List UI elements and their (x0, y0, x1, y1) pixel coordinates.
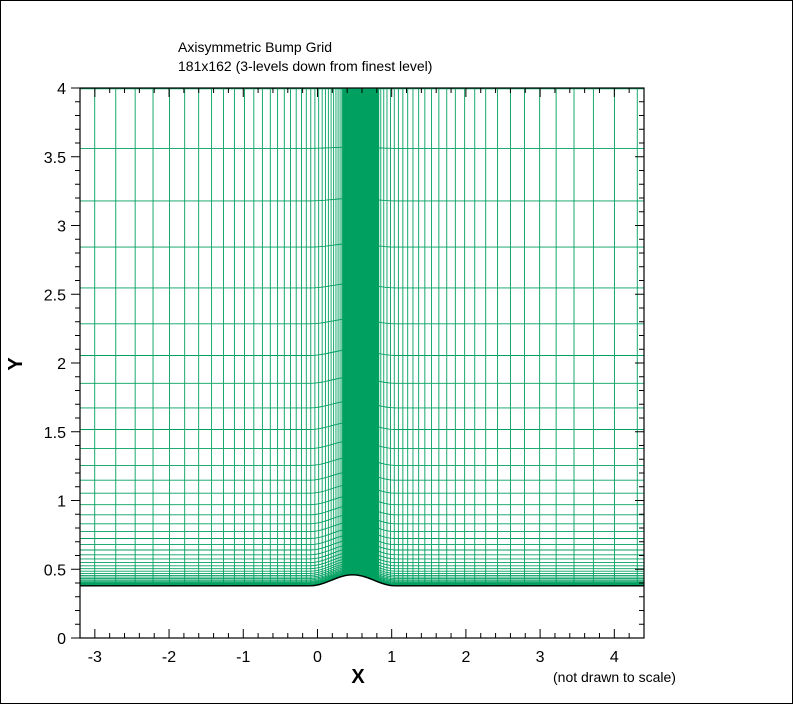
grid-line-horizontal (80, 562, 644, 574)
x-tick-label: 0 (313, 649, 322, 666)
y-tick-label: 1.5 (44, 425, 66, 442)
grid-line-horizontal (80, 551, 644, 564)
grid-line-horizontal (80, 349, 644, 356)
grid-line-horizontal (80, 471, 644, 481)
grid-line-horizontal (80, 146, 644, 149)
grid-line-horizontal (80, 573, 644, 586)
x-tick-label: 4 (610, 649, 619, 666)
grid-line-horizontal (80, 543, 644, 556)
grid-line-horizontal (80, 318, 644, 325)
x-tick-label: -3 (88, 649, 102, 666)
grid-line-horizontal (80, 569, 644, 582)
bump-wall (80, 574, 644, 587)
x-tick-label: 2 (461, 649, 470, 666)
scale-note: (not drawn to scale) (553, 669, 676, 685)
grid-line-horizontal (80, 376, 644, 384)
grid-line-horizontal (80, 557, 644, 570)
grid-line-horizontal (80, 568, 644, 581)
grid-line-horizontal (80, 570, 644, 583)
y-tick-label: 1 (57, 494, 66, 511)
grid-line-horizontal (80, 421, 644, 430)
grid-line-horizontal (80, 513, 644, 525)
grid-line-horizontal (80, 572, 644, 585)
grid-lines-layer (80, 88, 644, 587)
grid-line-horizontal (80, 567, 644, 580)
grid-line-horizontal (80, 483, 644, 494)
grid-line-horizontal (80, 554, 644, 567)
grid-line-horizontal (80, 283, 644, 289)
y-tick-label: 0 (57, 631, 66, 648)
y-tick-label: 2 (57, 356, 66, 373)
y-tick-label: 4 (57, 81, 66, 98)
grid-line-horizontal (80, 571, 644, 584)
ticks-layer: -3 -2 -1 0 1 2 3 4 0 0.5 1 1.5 2 2.5 3 3.5 4 (44, 81, 645, 666)
y-tick-label: 3 (57, 219, 66, 236)
y-tick-label: 3.5 (44, 150, 66, 167)
chart-subtitle: 181x162 (3-levels down from finest level… (178, 58, 433, 74)
grid-line-horizontal (80, 197, 644, 202)
grid-line-horizontal (80, 534, 644, 546)
grid-line-horizontal (80, 495, 644, 506)
grid-line-horizontal (80, 548, 644, 560)
chart-title: Axisymmetric Bump Grid (178, 39, 333, 55)
grid-line-horizontal (80, 521, 644, 533)
x-axis-label: X (351, 666, 365, 688)
y-tick-label: 2.5 (44, 287, 66, 304)
grid-line-horizontal (80, 440, 644, 450)
grid-line-horizontal (80, 565, 644, 578)
grid-line-horizontal (80, 504, 644, 516)
grid-line-horizontal (80, 456, 644, 466)
grid-line-horizontal (80, 564, 644, 576)
x-tick-label: -2 (162, 649, 176, 666)
grid-line-horizontal (80, 539, 644, 551)
grid-line-horizontal (80, 560, 644, 572)
x-tick-label: 1 (387, 649, 396, 666)
y-tick-label: 0.5 (44, 562, 66, 579)
grid-line-horizontal (80, 528, 644, 539)
y-axis-label: Y (5, 357, 27, 371)
wall-layer (80, 574, 644, 587)
grid-line-horizontal (80, 400, 644, 409)
x-tick-label: -1 (236, 649, 250, 666)
grid-line-horizontal (80, 243, 644, 248)
x-tick-label: 3 (536, 649, 545, 666)
